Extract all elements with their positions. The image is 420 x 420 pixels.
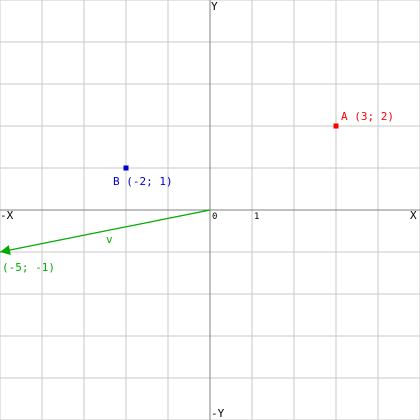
vector-v: v (-5; -1) <box>0 209 211 274</box>
vector-line <box>0 209 211 253</box>
point-marker <box>333 123 339 129</box>
x-axis-positive-label: X <box>410 209 417 222</box>
y-axis-positive-label: Y <box>211 0 218 13</box>
unit-tick-label: 1 <box>254 212 259 222</box>
origin-label: 0 <box>212 212 217 222</box>
point-label: B (-2; 1) <box>113 175 173 188</box>
point-label: A (3; 2) <box>341 110 394 123</box>
point-B: B (-2; 1) <box>113 165 173 188</box>
x-axis-negative-label: -X <box>0 209 14 222</box>
vector-label: v <box>106 233 113 246</box>
point-marker <box>123 165 129 171</box>
y-axis-negative-label: -Y <box>211 407 225 420</box>
vector-end-label: (-5; -1) <box>2 261 55 274</box>
chart-marks: v (-5; -1) A (3; 2) B (-2; 1) <box>0 110 394 274</box>
point-A: A (3; 2) <box>333 110 394 129</box>
vector-arrowhead <box>0 245 11 255</box>
